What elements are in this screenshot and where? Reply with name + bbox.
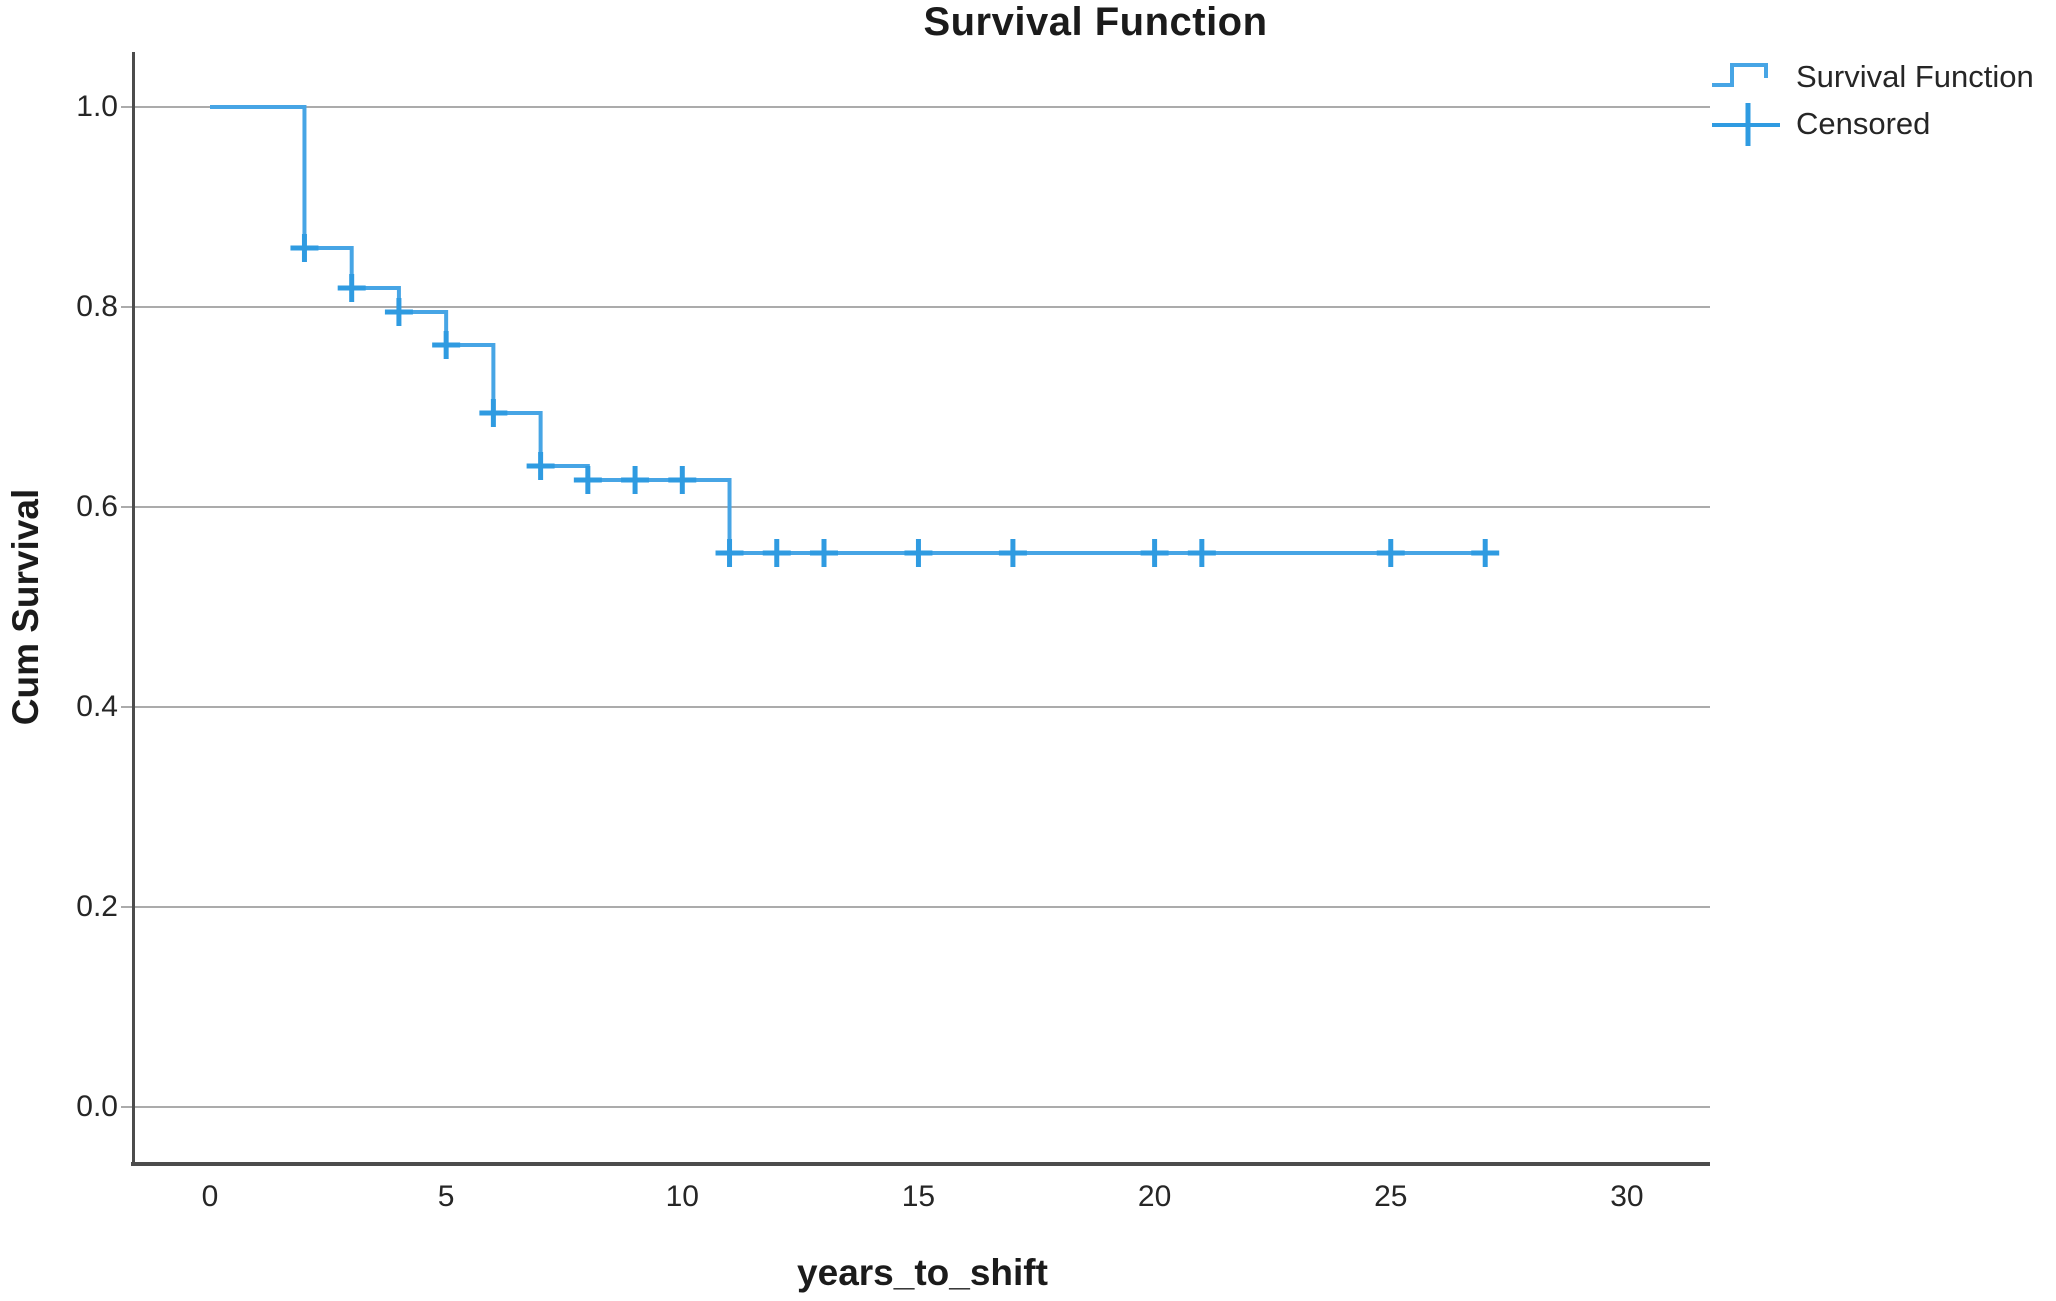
step-line-icon	[1712, 63, 1768, 87]
x-tick-label: 30	[1610, 1180, 1644, 1213]
x-axis-title: years_to_shift	[797, 1252, 1048, 1293]
x-axis-line	[131, 1162, 1710, 1166]
legend-label-survival-function: Survival Function	[1796, 58, 2034, 94]
y-tick-label: 0.4	[76, 690, 118, 723]
y-tick-label: 0.8	[76, 290, 118, 323]
x-tick-label: 15	[901, 1180, 936, 1213]
plus-marker-icon	[1712, 103, 1780, 146]
legend: Survival Function Censored	[1708, 54, 2034, 146]
y-tick-label: 1.0	[76, 90, 118, 123]
legend-label-censored: Censored	[1796, 105, 1931, 141]
chart-title: Survival Function	[923, 0, 1268, 44]
y-tick-label: 0.2	[76, 890, 118, 923]
legend-item-censored: Censored	[1708, 101, 2034, 146]
y-tick-label: 0.6	[76, 490, 118, 523]
x-tick-label: 5	[437, 1180, 455, 1213]
x-tick-label: 25	[1374, 1180, 1408, 1213]
survival-step-curve	[210, 105, 1486, 555]
x-tick-label: 20	[1137, 1180, 1172, 1213]
x-tick-label: 0	[201, 1180, 219, 1213]
y-tick-label: 0.0	[76, 1090, 118, 1123]
x-tick-label: 10	[665, 1180, 699, 1213]
y-axis-line	[132, 52, 135, 1166]
legend-item-survival-function: Survival Function	[1708, 54, 2034, 99]
